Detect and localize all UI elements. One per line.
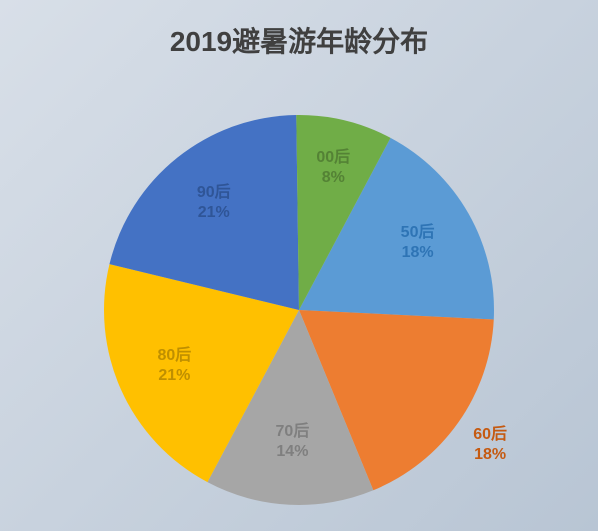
pie-chart-svg [0, 0, 598, 531]
pie-chart-container: 2019避暑游年龄分布 50后18%60后18%70后14%80后21%90后2… [0, 0, 598, 531]
